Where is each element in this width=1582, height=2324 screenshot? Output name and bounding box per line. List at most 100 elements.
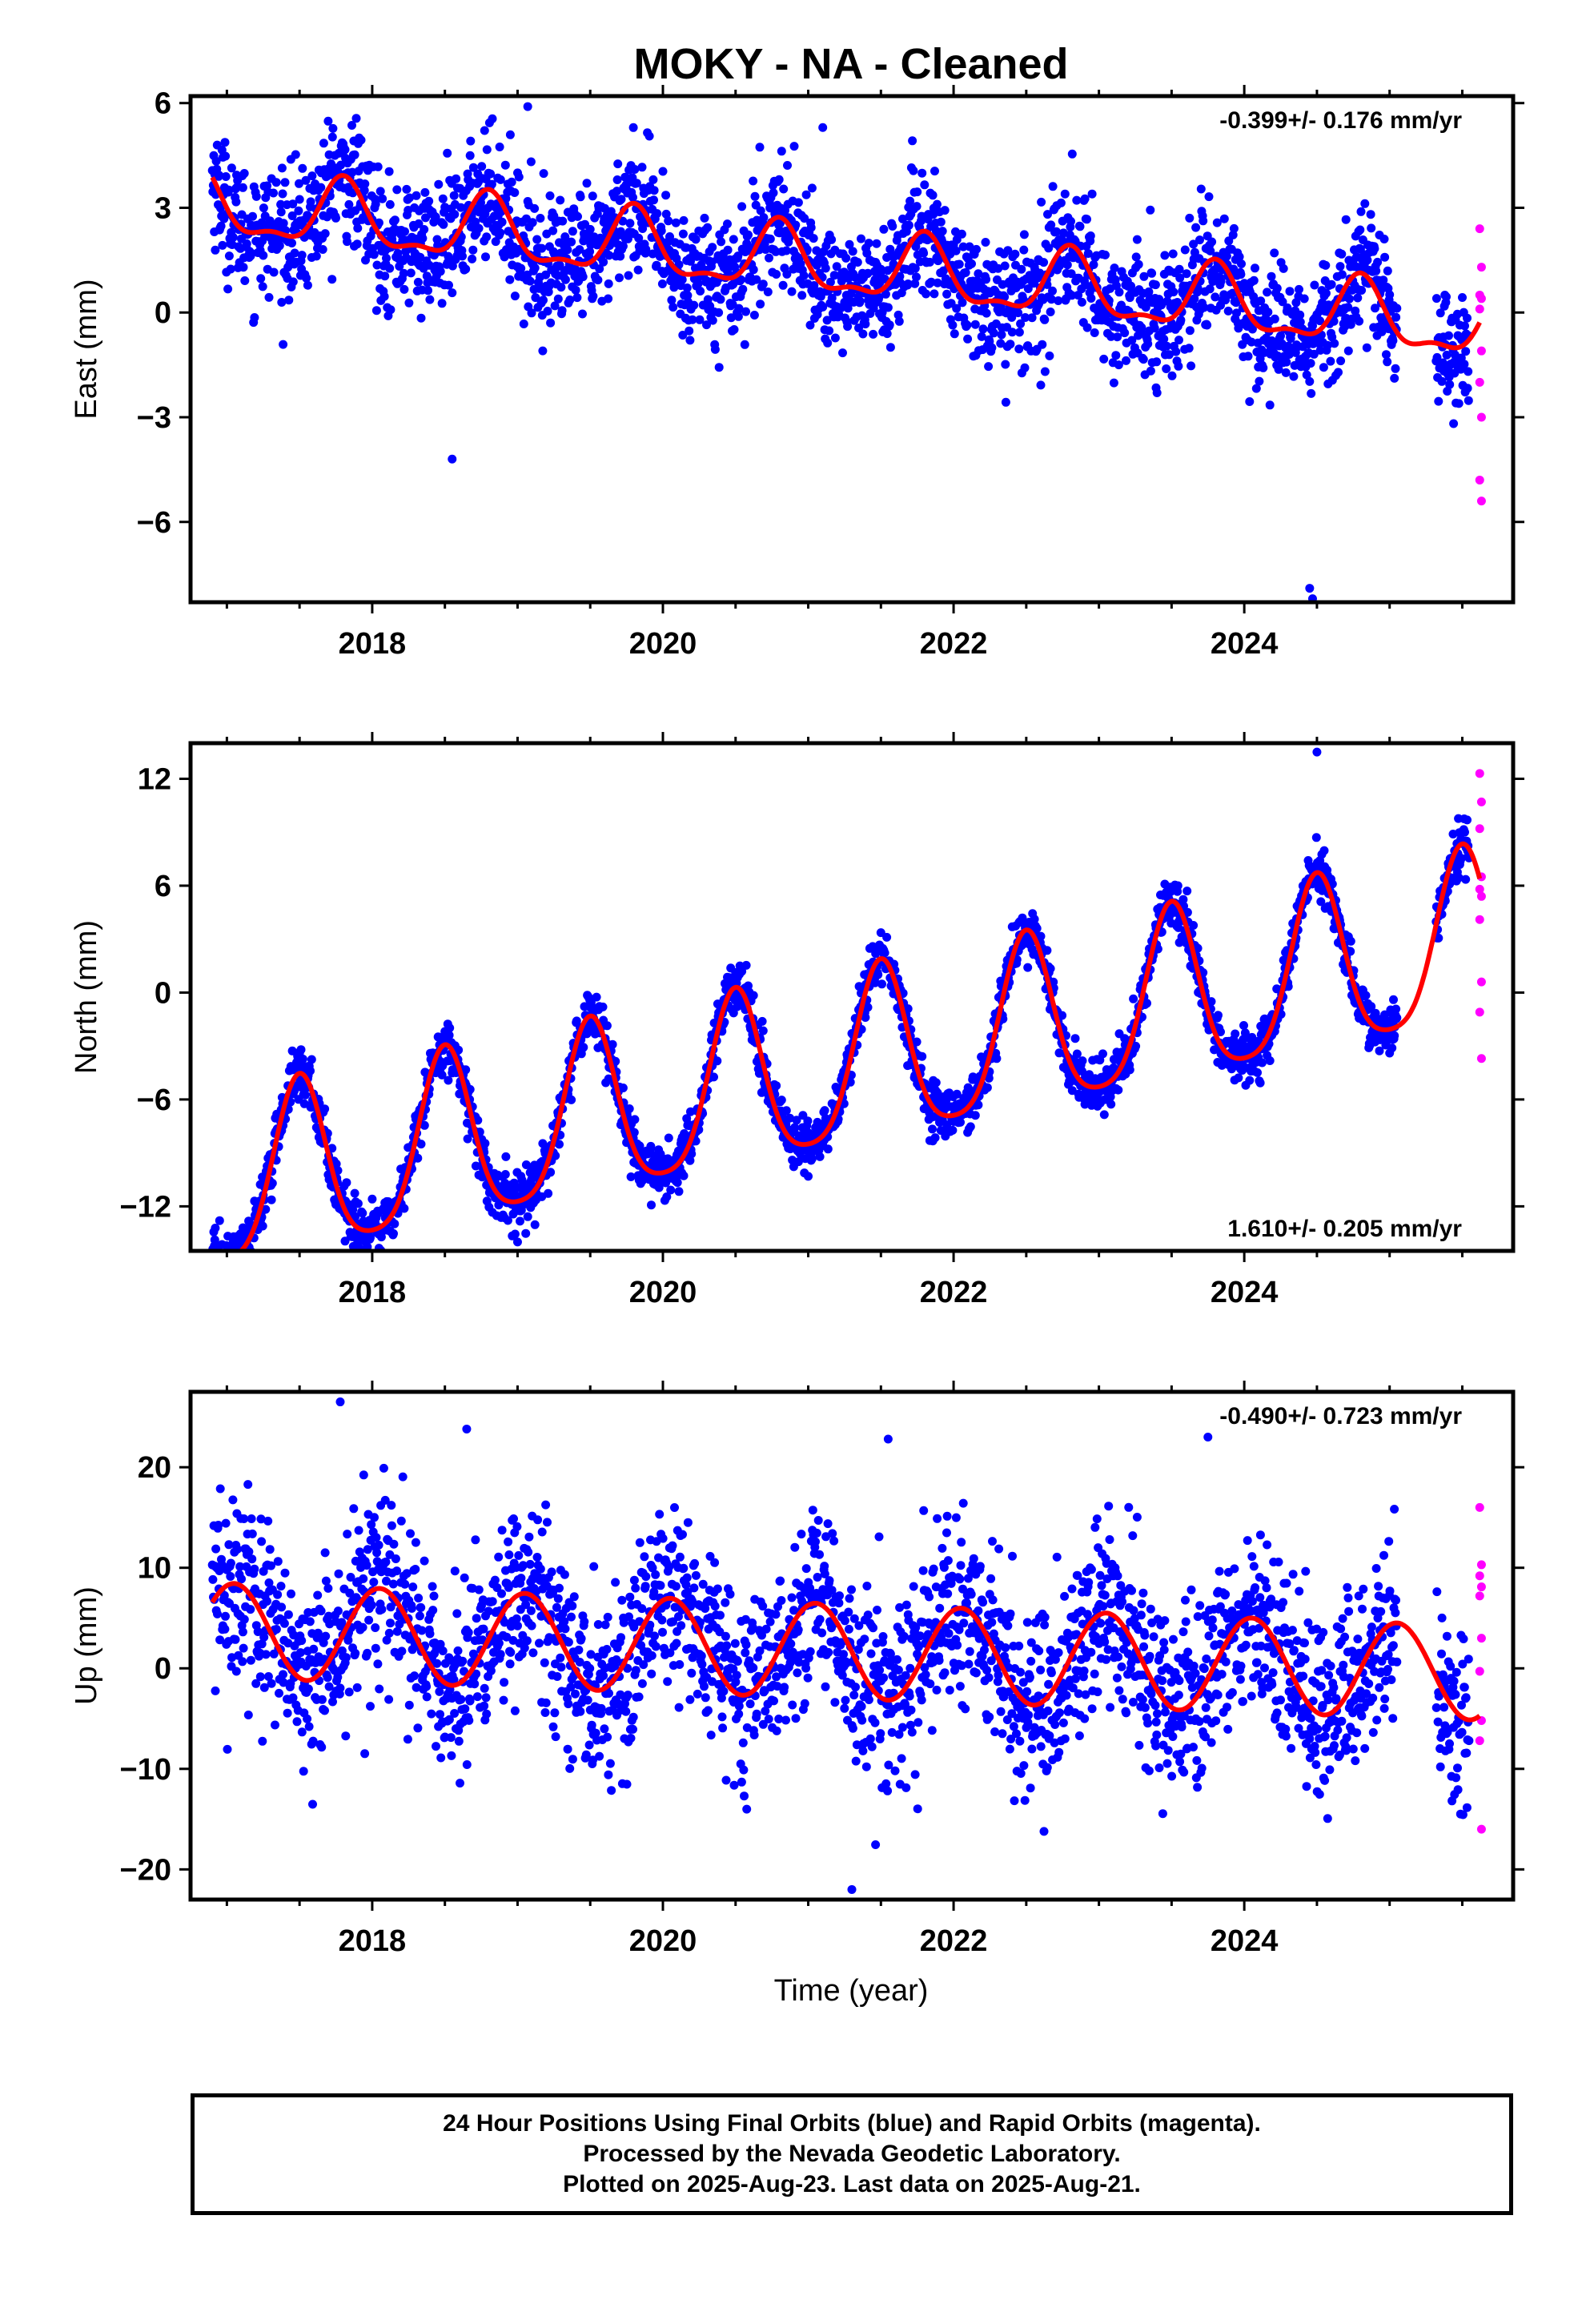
final-orbit-point bbox=[905, 196, 915, 206]
final-orbit-point bbox=[599, 257, 608, 267]
final-orbit-point bbox=[585, 224, 595, 234]
final-orbit-point bbox=[1046, 295, 1056, 304]
final-orbit-point bbox=[1120, 1034, 1130, 1043]
final-orbit-point bbox=[227, 1264, 236, 1273]
final-orbit-point bbox=[1207, 997, 1216, 1007]
final-orbit-point bbox=[677, 275, 687, 284]
chart-title: MOKY - NA - Cleaned bbox=[633, 40, 1068, 88]
final-orbit-point bbox=[468, 163, 478, 172]
final-orbit-point bbox=[306, 197, 315, 207]
final-orbit-point bbox=[982, 308, 991, 318]
final-orbit-point bbox=[382, 253, 391, 263]
final-orbit-point bbox=[765, 253, 773, 263]
final-orbit-point bbox=[845, 239, 854, 249]
final-orbit-point bbox=[652, 209, 662, 219]
final-orbit-point bbox=[777, 1096, 786, 1105]
final-orbit-point bbox=[477, 162, 487, 171]
final-orbit-point bbox=[1343, 346, 1353, 356]
final-orbit-point bbox=[1174, 264, 1184, 274]
final-orbit-point bbox=[298, 163, 307, 173]
final-orbit-point bbox=[634, 233, 644, 243]
final-orbit-point bbox=[294, 206, 303, 215]
final-orbit-point bbox=[287, 211, 297, 220]
final-orbit-point bbox=[223, 1270, 231, 1279]
final-orbit-point bbox=[716, 295, 725, 304]
final-orbit-point bbox=[729, 325, 739, 334]
final-orbit-point bbox=[805, 320, 815, 330]
final-orbit-point bbox=[1019, 230, 1029, 239]
final-orbit-point bbox=[359, 186, 369, 195]
final-orbit-point bbox=[1113, 332, 1122, 342]
final-orbit-point bbox=[1190, 294, 1199, 304]
final-orbit-point bbox=[276, 207, 286, 217]
final-orbit-point bbox=[664, 216, 673, 226]
final-orbit-point bbox=[521, 1160, 531, 1169]
final-orbit-point bbox=[673, 1178, 682, 1188]
final-orbit-point bbox=[628, 123, 638, 132]
final-orbit-point bbox=[881, 289, 890, 299]
final-orbit-point bbox=[1311, 833, 1321, 842]
final-orbit-point bbox=[1152, 388, 1162, 397]
final-orbit-point bbox=[919, 248, 929, 258]
final-orbit-point bbox=[782, 269, 792, 279]
final-orbit-point bbox=[1343, 303, 1353, 312]
final-orbit-point bbox=[1191, 223, 1201, 232]
final-orbit-point bbox=[685, 326, 694, 336]
final-orbit-point bbox=[353, 1199, 363, 1208]
final-orbit-point bbox=[1070, 1034, 1080, 1043]
final-orbit-point bbox=[1144, 287, 1154, 296]
final-orbit-point bbox=[1129, 994, 1138, 1003]
final-orbit-point bbox=[948, 1125, 958, 1135]
final-orbit-point bbox=[1087, 189, 1097, 199]
final-orbit-point bbox=[825, 277, 835, 287]
final-orbit-point bbox=[708, 243, 717, 252]
final-orbit-point bbox=[439, 219, 448, 229]
final-orbit-point bbox=[1075, 222, 1085, 231]
final-orbit-point bbox=[1319, 846, 1329, 855]
final-orbit-point bbox=[1306, 359, 1315, 368]
final-orbit-point bbox=[618, 241, 628, 251]
final-orbit-point bbox=[708, 316, 717, 325]
final-orbit-point bbox=[797, 291, 807, 300]
final-orbit-point bbox=[1223, 306, 1233, 316]
final-orbit-point bbox=[1285, 287, 1295, 296]
final-orbit-point bbox=[225, 1259, 234, 1268]
final-orbit-point bbox=[1098, 1049, 1107, 1059]
final-orbit-point bbox=[873, 970, 883, 979]
final-orbit-point bbox=[637, 163, 647, 172]
final-orbit-point bbox=[1461, 347, 1471, 356]
final-orbit-point bbox=[624, 271, 633, 280]
final-orbit-point bbox=[793, 198, 803, 207]
final-orbit-point bbox=[863, 268, 873, 278]
final-orbit-point bbox=[654, 1183, 664, 1192]
final-orbit-point bbox=[585, 247, 595, 256]
final-orbit-point bbox=[1099, 1110, 1109, 1120]
final-orbit-point bbox=[369, 250, 379, 259]
final-orbit-point bbox=[1086, 231, 1095, 240]
final-orbit-point bbox=[1219, 214, 1229, 223]
final-orbit-point bbox=[1023, 963, 1033, 972]
final-orbit-point bbox=[328, 123, 338, 133]
final-orbit-point bbox=[781, 1106, 791, 1116]
final-orbit-point bbox=[652, 260, 661, 270]
final-orbit-point bbox=[669, 303, 678, 312]
final-orbit-point bbox=[221, 172, 231, 181]
final-orbit-point bbox=[1067, 149, 1077, 159]
final-orbit-point bbox=[1279, 263, 1288, 273]
final-orbit-point bbox=[1056, 198, 1066, 207]
final-orbit-point bbox=[974, 269, 983, 279]
final-orbit-point bbox=[928, 191, 938, 200]
final-orbit-point bbox=[1229, 223, 1239, 233]
final-orbit-point bbox=[392, 185, 402, 195]
final-orbit-point bbox=[806, 223, 816, 232]
final-orbit-point bbox=[984, 362, 994, 372]
final-orbit-point bbox=[977, 332, 986, 341]
final-orbit-point bbox=[1000, 261, 1010, 271]
final-orbit-point bbox=[678, 229, 688, 239]
final-orbit-point bbox=[221, 1263, 230, 1272]
final-orbit-point bbox=[375, 187, 385, 196]
final-orbit-point bbox=[841, 253, 851, 263]
final-orbit-point bbox=[219, 1265, 227, 1273]
final-orbit-point bbox=[629, 1128, 639, 1137]
